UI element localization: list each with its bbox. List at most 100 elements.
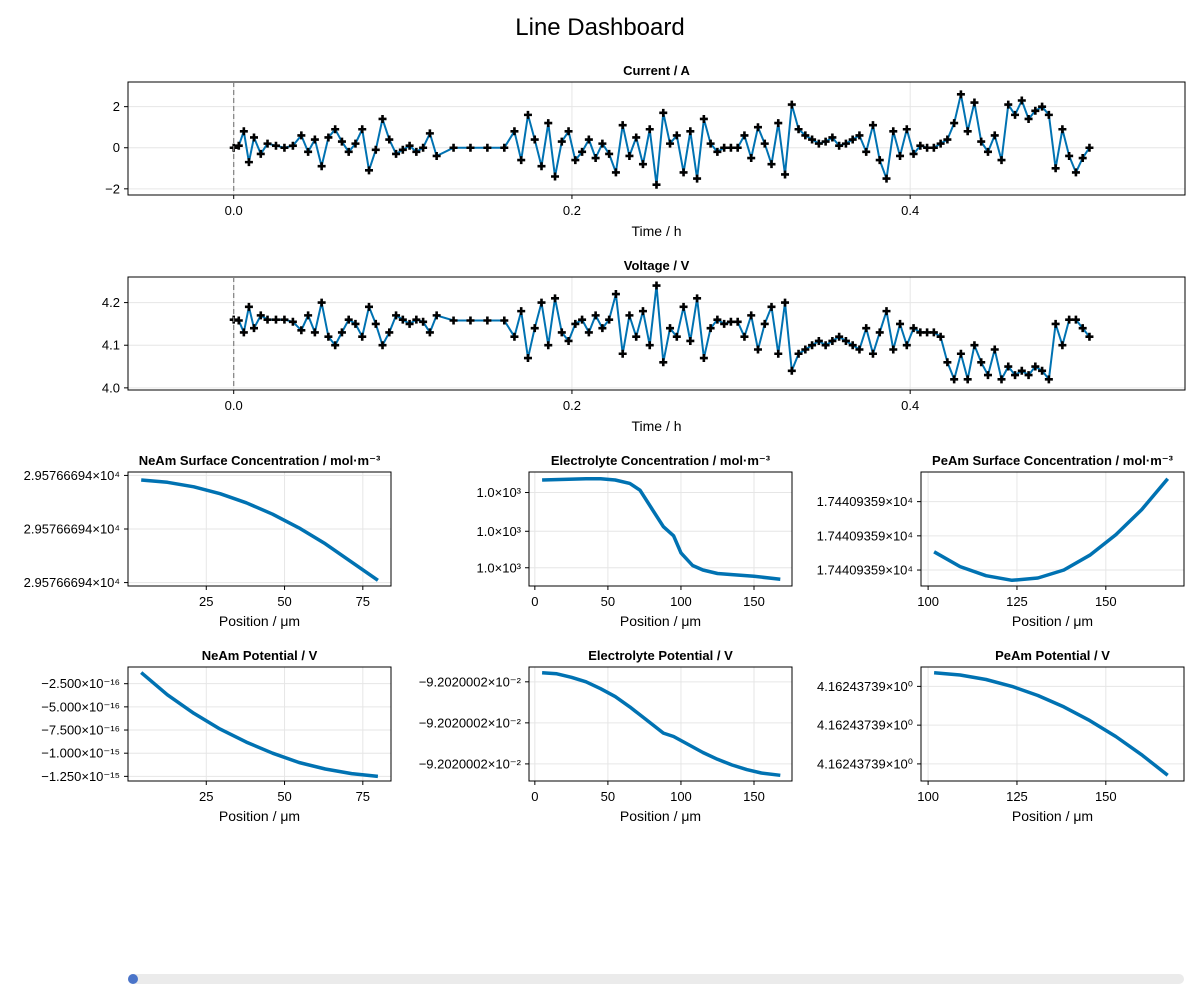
- data-point: [1011, 371, 1020, 380]
- data-point: [828, 336, 837, 345]
- data-point: [990, 345, 999, 354]
- data-point: [855, 345, 864, 354]
- data-point: [882, 307, 891, 316]
- data-point: [699, 354, 708, 363]
- data-point: [923, 143, 932, 152]
- data-point: [882, 174, 891, 183]
- data-point: [862, 324, 871, 333]
- data-point: [808, 135, 817, 144]
- dashboard-title: Line Dashboard: [515, 14, 685, 41]
- data-point: [916, 141, 925, 150]
- data-point: [419, 317, 428, 326]
- data-point: [557, 328, 566, 337]
- data-point: [983, 371, 992, 380]
- data-point: [412, 315, 421, 324]
- x-tick-label: 0: [531, 594, 538, 609]
- x-tick-label: 50: [601, 789, 615, 804]
- data-point: [720, 319, 729, 328]
- x-tick-label: 100: [917, 789, 939, 804]
- data-point: [449, 316, 458, 325]
- chart-voltage: 0.0 0.2 0.4 4.0 4.1 4.2 Voltage / V Time / h: [102, 258, 1186, 434]
- data-point: [530, 135, 539, 144]
- data-point: [1058, 125, 1067, 134]
- data-point: [733, 143, 742, 152]
- data-point: [419, 143, 428, 152]
- series-line: [233, 284, 1091, 381]
- data-point: [584, 328, 593, 337]
- data-point: [747, 311, 756, 320]
- data-point: [801, 345, 810, 354]
- axes-frame: [127, 666, 392, 782]
- data-point: [835, 332, 844, 341]
- data-point: [392, 311, 401, 320]
- y-tick-label: 2: [113, 99, 120, 114]
- data-point: [234, 141, 243, 150]
- data-point: [385, 328, 394, 337]
- data-point: [571, 156, 580, 165]
- chart-elyte-pot: 0 50 100 150 −9.2020002×10⁻² −9.2020002×10⁻² −…: [419, 648, 793, 824]
- time-slider-track[interactable]: [128, 974, 1184, 984]
- data-point: [517, 156, 526, 165]
- data-point: [997, 156, 1006, 165]
- x-axis-label: Position / μm: [1012, 613, 1093, 629]
- data-point: [956, 349, 965, 358]
- chart-title: NeAm Surface Concentration / mol·m⁻³: [139, 453, 381, 468]
- data-point: [659, 358, 668, 367]
- data-point: [1038, 366, 1047, 375]
- data-point: [1017, 366, 1026, 375]
- data-point: [510, 332, 519, 341]
- data-point: [398, 145, 407, 154]
- data-point: [351, 139, 360, 148]
- data-point: [564, 127, 573, 136]
- time-slider-handle[interactable]: [128, 974, 138, 984]
- data-point: [378, 341, 387, 350]
- data-point: [358, 332, 367, 341]
- plot-area: [229, 90, 1094, 189]
- y-tick-label: 2.95766694×10⁴: [24, 522, 120, 537]
- data-point: [659, 108, 668, 117]
- data-point: [1065, 315, 1074, 324]
- data-point: [814, 336, 823, 345]
- data-point: [1085, 332, 1094, 341]
- data-point: [909, 149, 918, 158]
- x-axis-label: Position / μm: [620, 808, 701, 824]
- data-point: [1004, 362, 1013, 371]
- x-tick-label: 0.0: [225, 398, 243, 413]
- data-point: [249, 324, 258, 333]
- y-tick-label: 1.74409359×10⁴: [817, 528, 913, 543]
- data-point: [244, 302, 253, 311]
- data-point: [977, 358, 986, 367]
- y-tick-label: −2: [105, 181, 120, 196]
- chart-title: Voltage / V: [624, 258, 690, 273]
- y-tick-label: 4.16243739×10⁰: [817, 718, 913, 733]
- data-point: [835, 141, 844, 150]
- data-point: [466, 316, 475, 325]
- data-point: [551, 294, 560, 303]
- data-point: [821, 137, 830, 146]
- data-point: [632, 332, 641, 341]
- data-point: [929, 143, 938, 152]
- data-point: [523, 110, 532, 119]
- data-point: [632, 133, 641, 142]
- x-axis-label: Position / μm: [219, 808, 300, 824]
- data-point: [808, 341, 817, 350]
- data-point: [280, 315, 289, 324]
- data-point: [733, 317, 742, 326]
- data-point: [351, 319, 360, 328]
- plot-area: [229, 281, 1094, 384]
- data-point: [1078, 154, 1087, 163]
- data-point: [983, 147, 992, 156]
- data-point: [432, 151, 441, 160]
- data-point: [774, 119, 783, 128]
- data-point: [1044, 110, 1053, 119]
- data-point: [956, 90, 965, 99]
- data-point: [1065, 151, 1074, 160]
- data-point: [239, 328, 248, 337]
- data-point: [868, 349, 877, 358]
- data-point: [666, 324, 675, 333]
- data-point: [1024, 114, 1033, 123]
- data-point: [929, 328, 938, 337]
- y-tick-label: 1.74409359×10⁴: [817, 563, 913, 578]
- data-point: [239, 127, 248, 136]
- data-point: [304, 147, 313, 156]
